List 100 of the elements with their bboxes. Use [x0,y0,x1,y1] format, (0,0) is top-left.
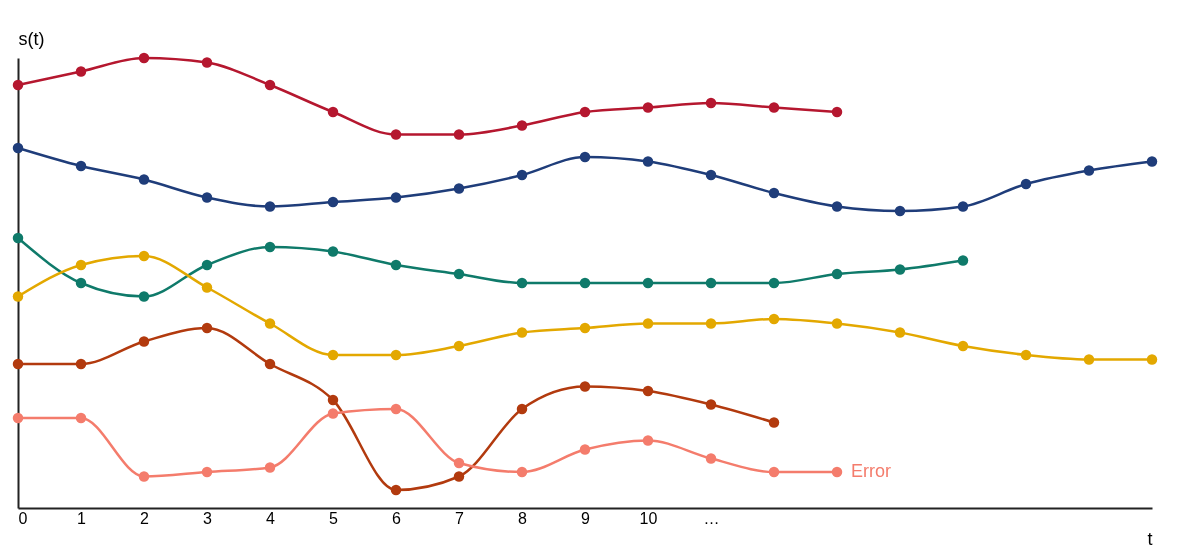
point [516,327,528,338]
point [12,412,24,424]
point [516,466,528,478]
point [642,156,654,167]
point [642,102,654,113]
point [642,435,654,446]
x-tick-label: 6 [392,509,402,527]
point [201,322,213,334]
point [264,79,276,91]
point [705,277,717,289]
point [768,102,780,113]
point [138,250,150,262]
point [390,192,402,203]
point [264,358,276,370]
point [768,313,780,325]
point [201,282,213,293]
point [705,169,717,181]
point [516,403,528,415]
point [12,232,24,244]
point [831,201,843,212]
point [12,142,24,154]
point [453,471,465,482]
point [831,466,843,478]
x-tick-label: 8 [518,509,528,527]
x-tick-label: 4 [266,509,276,527]
point [12,291,24,302]
point [327,106,339,118]
x-tick-label: 3 [203,509,213,527]
annotation: Error [851,461,891,481]
point [705,399,717,410]
x-tick-label: 9 [581,509,591,527]
point [75,66,87,77]
point [138,291,150,302]
x-tick-label: 7 [455,509,465,527]
point [516,120,528,131]
point [957,255,969,266]
point [579,322,591,334]
point [768,277,780,289]
x-tick-label: 10 [639,509,658,527]
point [453,183,465,194]
point [894,327,906,338]
point [642,318,654,329]
point [264,201,276,212]
point [768,466,780,478]
x-tick-label: 2 [140,509,150,527]
point [831,106,843,118]
point [1083,165,1095,176]
x-tick-label: 5 [329,509,339,527]
point [75,412,87,424]
point [12,79,24,91]
point [390,403,402,415]
point [264,241,276,253]
point [1020,349,1032,361]
x-tick-label: 0 [18,509,28,527]
point [75,160,87,172]
point [390,129,402,140]
point [264,318,276,329]
point [390,484,402,496]
point [516,169,528,181]
point [201,259,213,271]
point [453,340,465,352]
x-axis-title: t [1147,528,1153,549]
point [327,246,339,257]
point [390,259,402,271]
point [1020,178,1032,190]
point [75,259,87,271]
point [705,318,717,329]
point [768,417,780,428]
point [579,381,591,392]
point [957,340,969,352]
x-tick-label: … [703,509,720,527]
point [138,336,150,347]
point [894,264,906,275]
point [1146,354,1158,365]
point [327,349,339,361]
point [453,457,465,469]
x-tick-label: 1 [77,509,87,527]
point [327,408,339,419]
point [75,277,87,289]
point [831,268,843,280]
point [201,466,213,478]
point [327,394,339,406]
point [1146,156,1158,167]
point [705,97,717,109]
point [201,57,213,68]
point [138,52,150,64]
point [705,453,717,464]
point [390,349,402,361]
point [579,277,591,289]
point [138,174,150,185]
point [75,358,87,370]
point [642,385,654,397]
point [579,106,591,118]
y-axis-title: s(t) [18,28,45,49]
point [957,201,969,212]
point [201,192,213,203]
point [327,196,339,208]
point [138,471,150,482]
point [894,205,906,217]
point [768,187,780,199]
